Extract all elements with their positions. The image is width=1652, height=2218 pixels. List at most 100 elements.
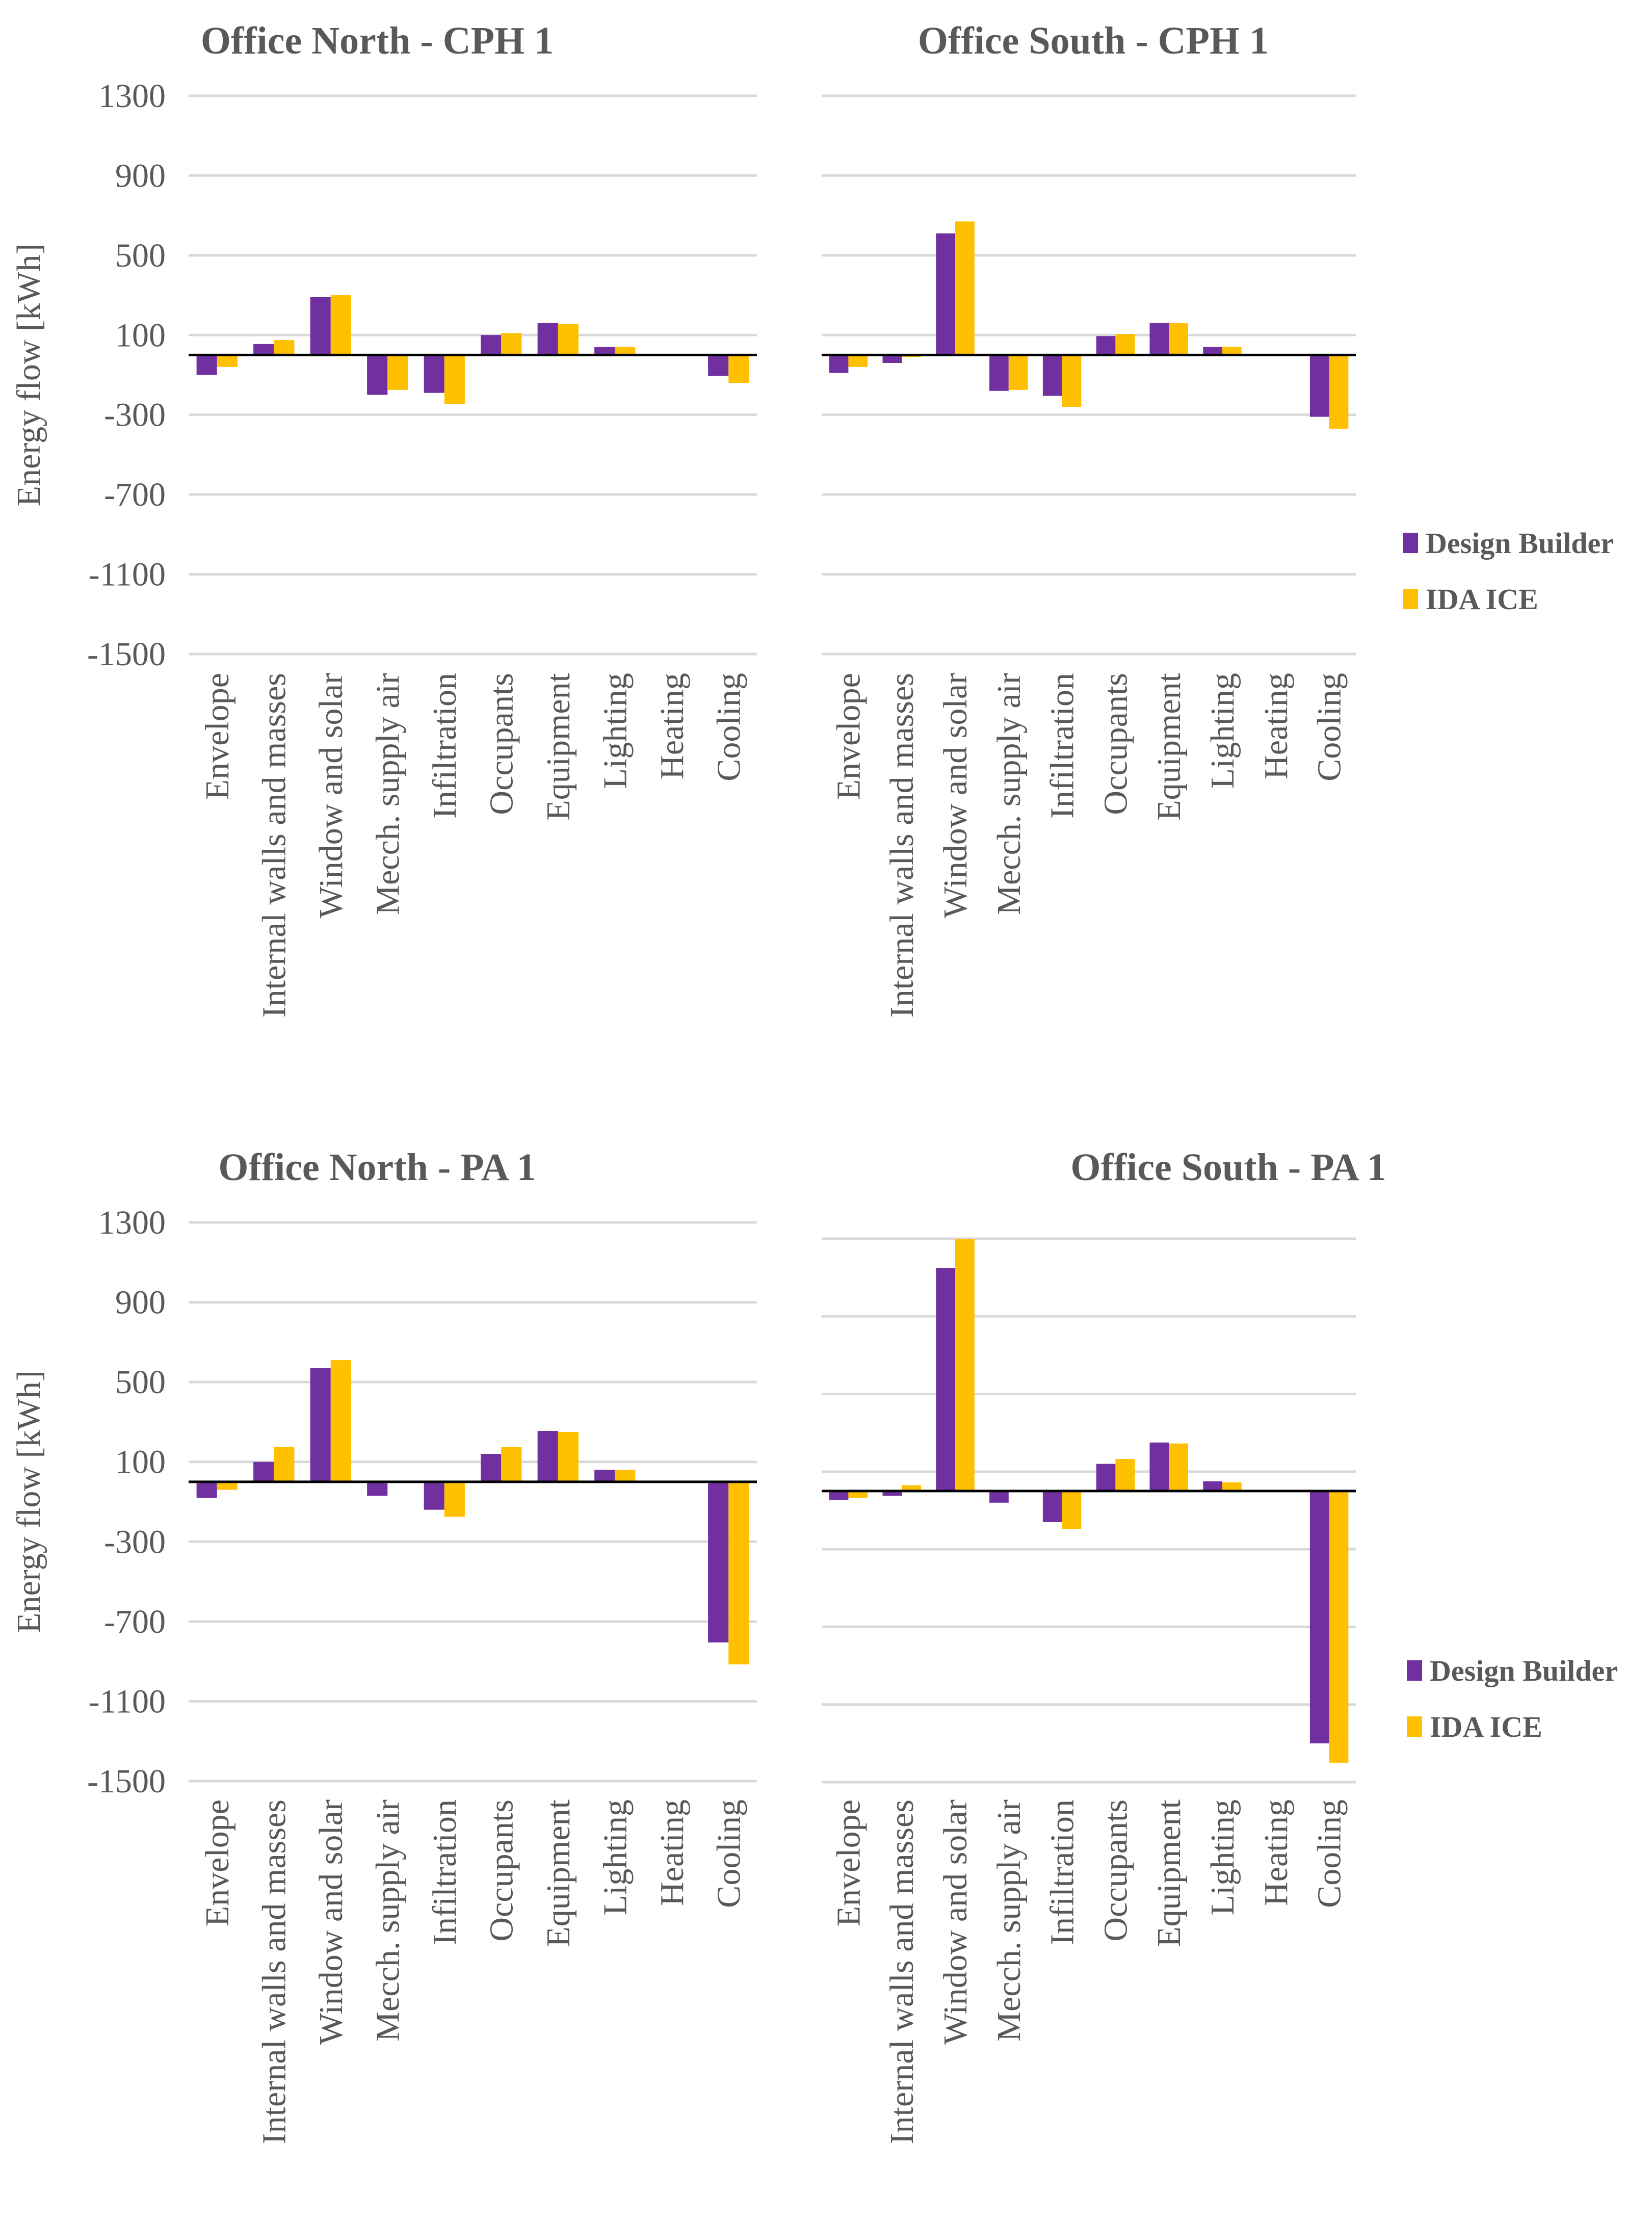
category-label: Infiltration	[426, 673, 463, 819]
bar-design-builder-lighting	[594, 347, 615, 355]
bar-ida-ice-occupants	[1115, 1459, 1135, 1491]
bar-design-builder-infiltration	[1042, 355, 1062, 396]
bar-ida-ice-equipment	[1169, 1443, 1188, 1491]
bar-ida-ice-window-and-solar	[330, 295, 351, 355]
category-label: Internal walls and masses	[255, 673, 293, 1017]
category-label: Lighting	[596, 673, 634, 789]
bar-ida-ice-window-and-solar	[955, 1239, 975, 1491]
bar-ida-ice-cooling	[1329, 355, 1349, 429]
bar-design-builder-lighting	[1203, 1481, 1222, 1491]
bar-ida-ice-equipment	[1169, 323, 1188, 355]
bar-design-builder-internal-walls-and-masses	[882, 355, 902, 363]
bar-design-builder-cooling	[1309, 1491, 1329, 1743]
legend-swatch-ida-ice	[1403, 589, 1418, 609]
bar-design-builder-cooling	[708, 355, 729, 376]
bar-ida-ice-occupants	[1115, 334, 1135, 355]
y-tick-label: 900	[115, 1284, 166, 1321]
category-label: Occupants	[1097, 673, 1134, 815]
y-tick-label: -300	[104, 1523, 166, 1560]
legend-label-ida-ice: IDA ICE	[1426, 583, 1538, 616]
bar-ida-ice-window-and-solar	[330, 1360, 351, 1482]
chart-panel-1: Office North - CPH 1 1300 900 500 100 -300 -70…	[10, 19, 757, 1017]
bar-design-builder-envelope	[196, 355, 217, 375]
category-label: Heating	[653, 673, 691, 779]
legend-label-design-builder: Design Builder	[1426, 527, 1614, 560]
chart-title: Office South - CPH 1	[918, 19, 1269, 62]
legend-swatch-design-builder	[1403, 533, 1418, 553]
bar-ida-ice-envelope	[217, 1481, 238, 1490]
y-tick-label: -300	[104, 397, 166, 434]
legend-label-ida-ice: IDA ICE	[1430, 1710, 1542, 1743]
bar-design-builder-window-and-solar	[310, 1368, 331, 1482]
legend-swatch-design-builder	[1407, 1660, 1422, 1681]
y-tick-label: 1300	[98, 77, 166, 115]
bar-ida-ice-envelope	[217, 355, 238, 367]
category-label: Lighting	[596, 1799, 634, 1915]
category-label: Window and solar	[312, 673, 350, 918]
chart-title: Office North - CPH 1	[201, 19, 554, 62]
bar-ida-ice-envelope	[848, 1491, 868, 1498]
category-label: Equipment	[540, 673, 577, 821]
bar-ida-ice-lighting	[615, 347, 636, 355]
category-label: Heating	[1257, 1799, 1295, 1906]
y-tick-label: 900	[115, 157, 166, 194]
category-label: Window and solar	[937, 1799, 974, 2045]
category-label: Equipment	[1150, 673, 1188, 821]
chart-panel-4: Office South - PA 1 Envelope Internal wall…	[822, 1146, 1618, 2144]
category-label: Internal walls and masses	[255, 1799, 293, 2144]
category-label: Lighting	[1204, 1799, 1241, 1915]
bar-ida-ice-lighting	[1222, 1482, 1242, 1491]
y-tick-label: 500	[115, 1364, 166, 1401]
bar-ida-ice-equipment	[558, 1432, 579, 1482]
category-label: Envelope	[830, 673, 867, 800]
bar-design-builder-mecch-supply-air	[989, 1491, 1009, 1503]
chart-title: Office North - PA 1	[218, 1146, 536, 1189]
bar-ida-ice-cooling	[1329, 1491, 1349, 1763]
category-label: Mecch. supply air	[369, 1799, 406, 2042]
bar-design-builder-internal-walls-and-masses	[253, 1462, 274, 1482]
bar-design-builder-envelope	[196, 1481, 217, 1498]
bar-design-builder-equipment	[537, 323, 558, 355]
bar-design-builder-infiltration	[424, 1481, 444, 1510]
category-label: Envelope	[199, 673, 236, 800]
bar-design-builder-lighting	[594, 1470, 615, 1482]
bar-ida-ice-cooling	[728, 1481, 749, 1665]
bar-ida-ice-envelope	[848, 355, 868, 367]
category-label: Window and solar	[312, 1799, 350, 2045]
bar-design-builder-infiltration	[1042, 1491, 1062, 1522]
y-tick-label: -1100	[88, 1683, 166, 1720]
bar-ida-ice-internal-walls-and-masses	[902, 1485, 921, 1491]
bar-ida-ice-internal-walls-and-masses	[274, 1447, 295, 1482]
category-label: Heating	[653, 1799, 691, 1906]
y-tick-label: -700	[104, 476, 166, 513]
bar-ida-ice-cooling	[728, 355, 749, 383]
bar-design-builder-occupants	[481, 335, 502, 355]
y-tick-label: -1500	[87, 1763, 166, 1800]
bar-design-builder-window-and-solar	[936, 1268, 955, 1491]
bar-design-builder-mecch-supply-air	[367, 1481, 388, 1496]
y-tick-label: 100	[115, 317, 166, 354]
bar-ida-ice-infiltration	[444, 355, 465, 404]
category-label: Mecch. supply air	[990, 1799, 1028, 2042]
bar-design-builder-occupants	[1096, 1464, 1116, 1491]
bar-design-builder-equipment	[1149, 1442, 1169, 1491]
bar-ida-ice-occupants	[501, 1447, 522, 1482]
category-label: Occupants	[1097, 1799, 1134, 1942]
category-label: Mecch. supply air	[990, 673, 1028, 915]
category-label: Infiltration	[1044, 673, 1081, 819]
bar-ida-ice-mecch-supply-air	[1008, 355, 1028, 390]
chart-title: Office South - PA 1	[1070, 1146, 1386, 1189]
category-label: Cooling	[1311, 673, 1348, 781]
category-label: Equipment	[540, 1799, 577, 1947]
bar-ida-ice-mecch-supply-air	[387, 355, 408, 390]
bar-design-builder-envelope	[829, 1491, 849, 1500]
y-tick-label: 100	[115, 1444, 166, 1481]
bar-ida-ice-lighting	[615, 1470, 636, 1482]
bar-ida-ice-infiltration	[1062, 355, 1082, 407]
bar-design-builder-internal-walls-and-masses	[253, 344, 274, 355]
bar-design-builder-window-and-solar	[936, 233, 955, 355]
category-label: Envelope	[830, 1799, 867, 1926]
bar-ida-ice-infiltration	[444, 1481, 465, 1517]
category-label: Heating	[1257, 673, 1295, 779]
